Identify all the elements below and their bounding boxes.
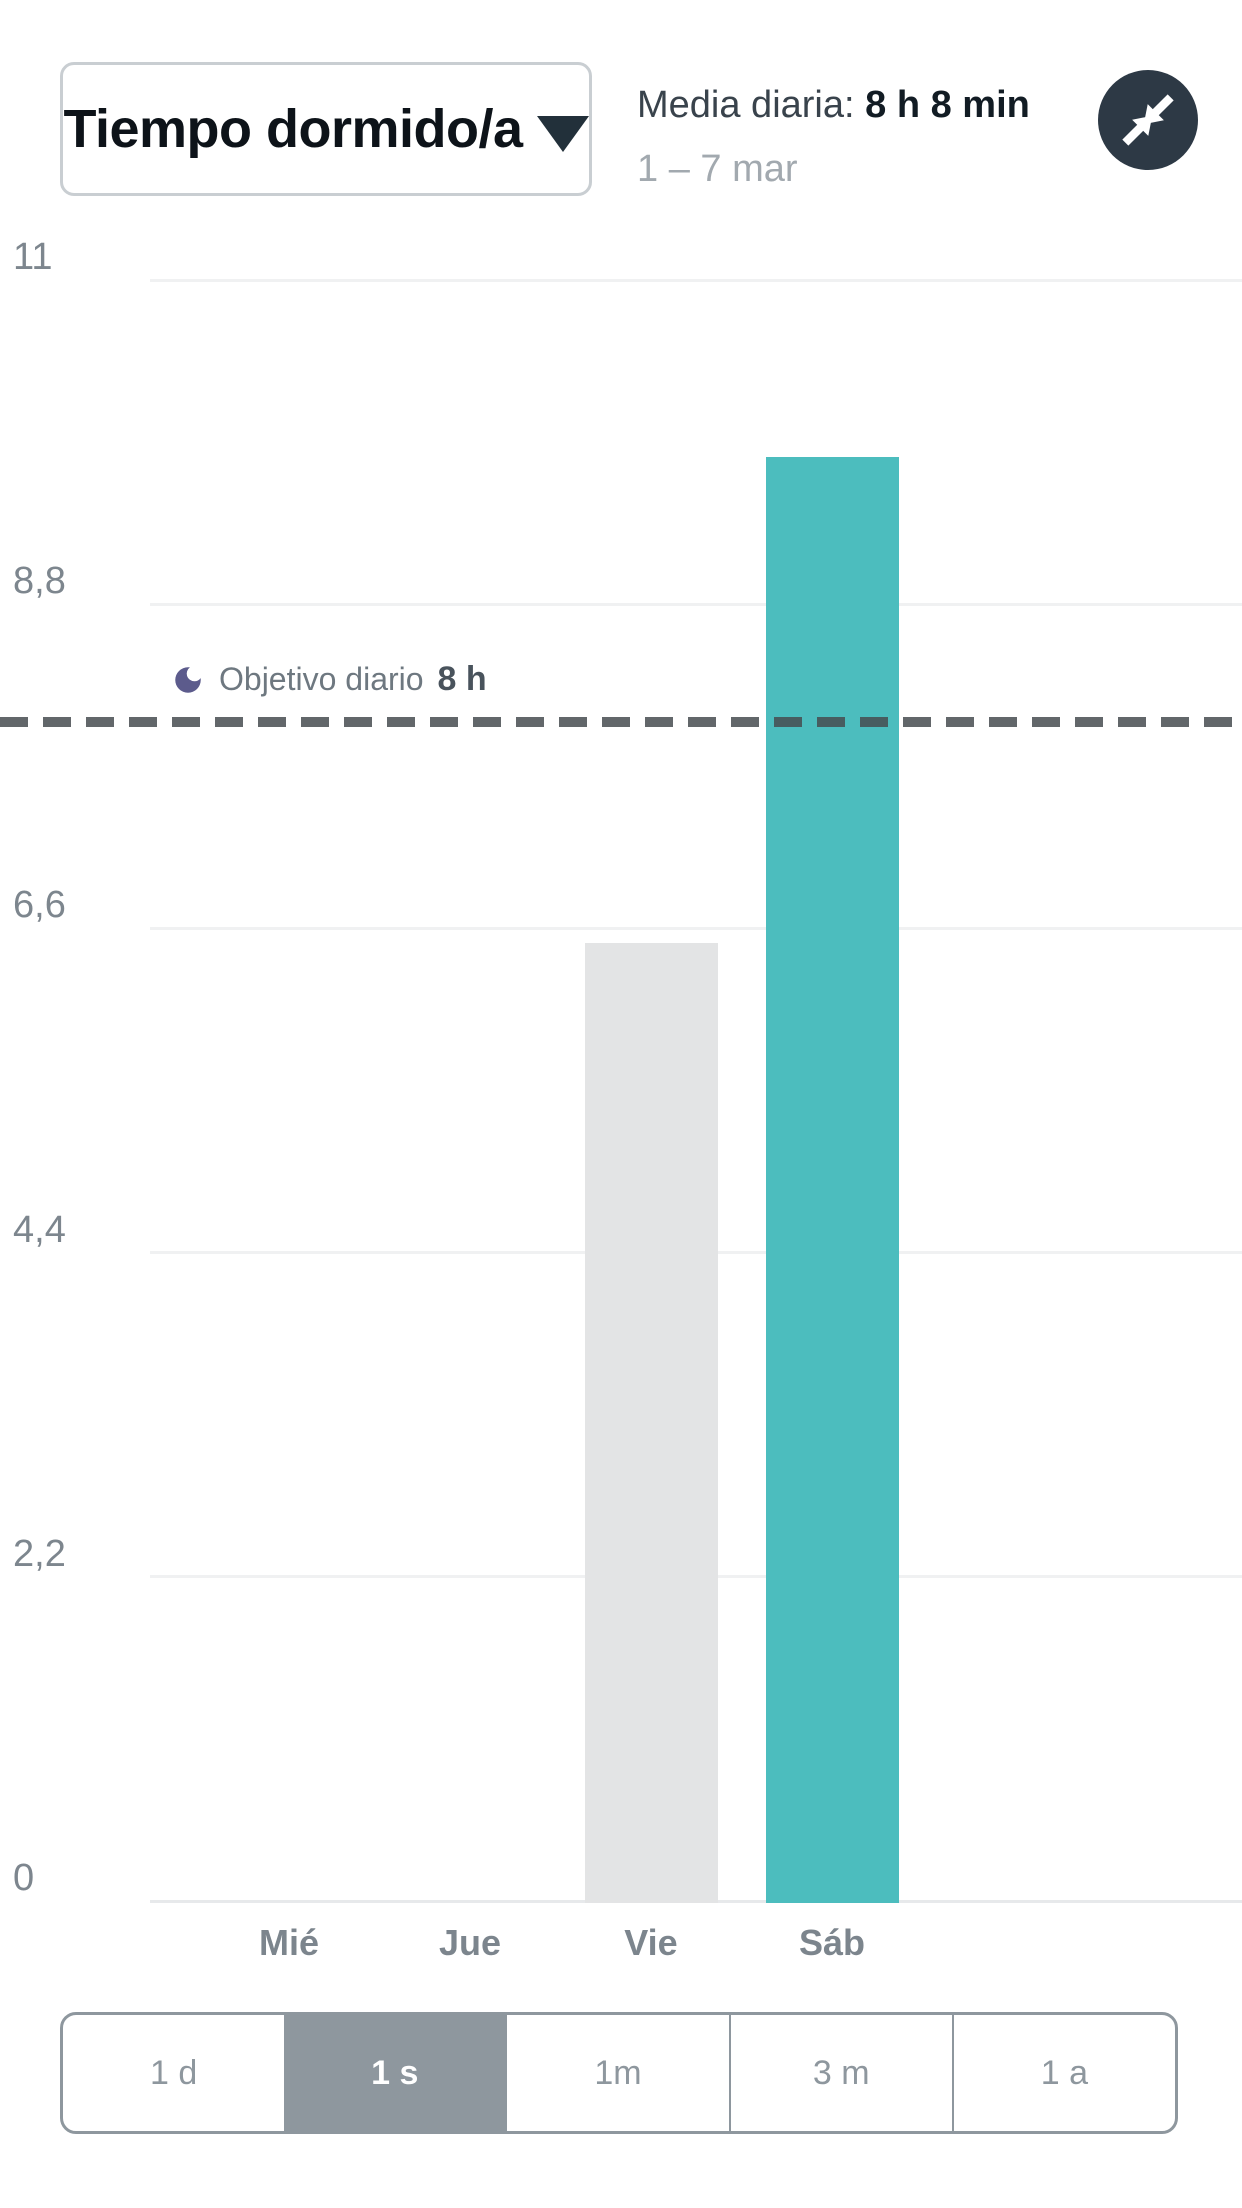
date-range: 1 – 7 mar — [637, 148, 798, 190]
daily-goal-label: Objetivo diario — [219, 661, 424, 697]
y-axis-tick-label: 6,6 — [13, 884, 66, 927]
gridline — [150, 926, 1242, 930]
y-axis-tick-label: 11 — [13, 236, 53, 278]
x-axis-day-label: Mié — [258, 1922, 319, 1963]
gridline — [150, 278, 1242, 282]
chevron-down-icon — [536, 116, 589, 152]
range-option-1a[interactable]: 1 a — [951, 2015, 1175, 2131]
range-option-1d[interactable]: 1 d — [149, 2053, 198, 2092]
metric-dropdown[interactable]: Tiempo dormido/a — [60, 62, 592, 196]
y-axis-tick-label: 8,8 — [13, 560, 66, 603]
gridline — [150, 602, 1242, 606]
collapse-fullscreen-button[interactable] — [1098, 70, 1198, 170]
y-axis-tick-label: 2,2 — [13, 1532, 66, 1575]
goal-dashed-line — [0, 717, 1242, 728]
moon-icon — [175, 666, 201, 693]
metric-dropdown-label: Tiempo dormido/a — [63, 99, 523, 159]
range-option-3m[interactable]: 3 m — [728, 2015, 952, 2131]
y-axis-tick-label: 4,4 — [13, 1208, 66, 1251]
bar-Vie[interactable] — [584, 943, 718, 1903]
x-axis-day-label: Vie — [624, 1922, 678, 1963]
y-axis-tick-label: 0 — [13, 1857, 35, 1899]
x-axis-day-label: Jue — [438, 1922, 502, 1963]
range-option-1m[interactable]: 1m — [505, 2015, 728, 2131]
daily-goal-annotation: Objetivo diario 8 h — [171, 660, 487, 699]
collapse-arrows-icon — [1122, 94, 1174, 146]
x-axis-day-label: Sáb — [798, 1922, 866, 1963]
daily-average-value: 8 h 8 min — [865, 84, 1030, 126]
daily-average-label: Media diaria: — [637, 84, 855, 126]
daily-goal-value: 8 h — [437, 660, 487, 698]
daily-average: Media diaria: 8 h 8 min — [637, 84, 1030, 127]
bar-Sáb[interactable] — [765, 456, 899, 1903]
range-option-1s[interactable]: 1 s — [284, 2015, 506, 2131]
